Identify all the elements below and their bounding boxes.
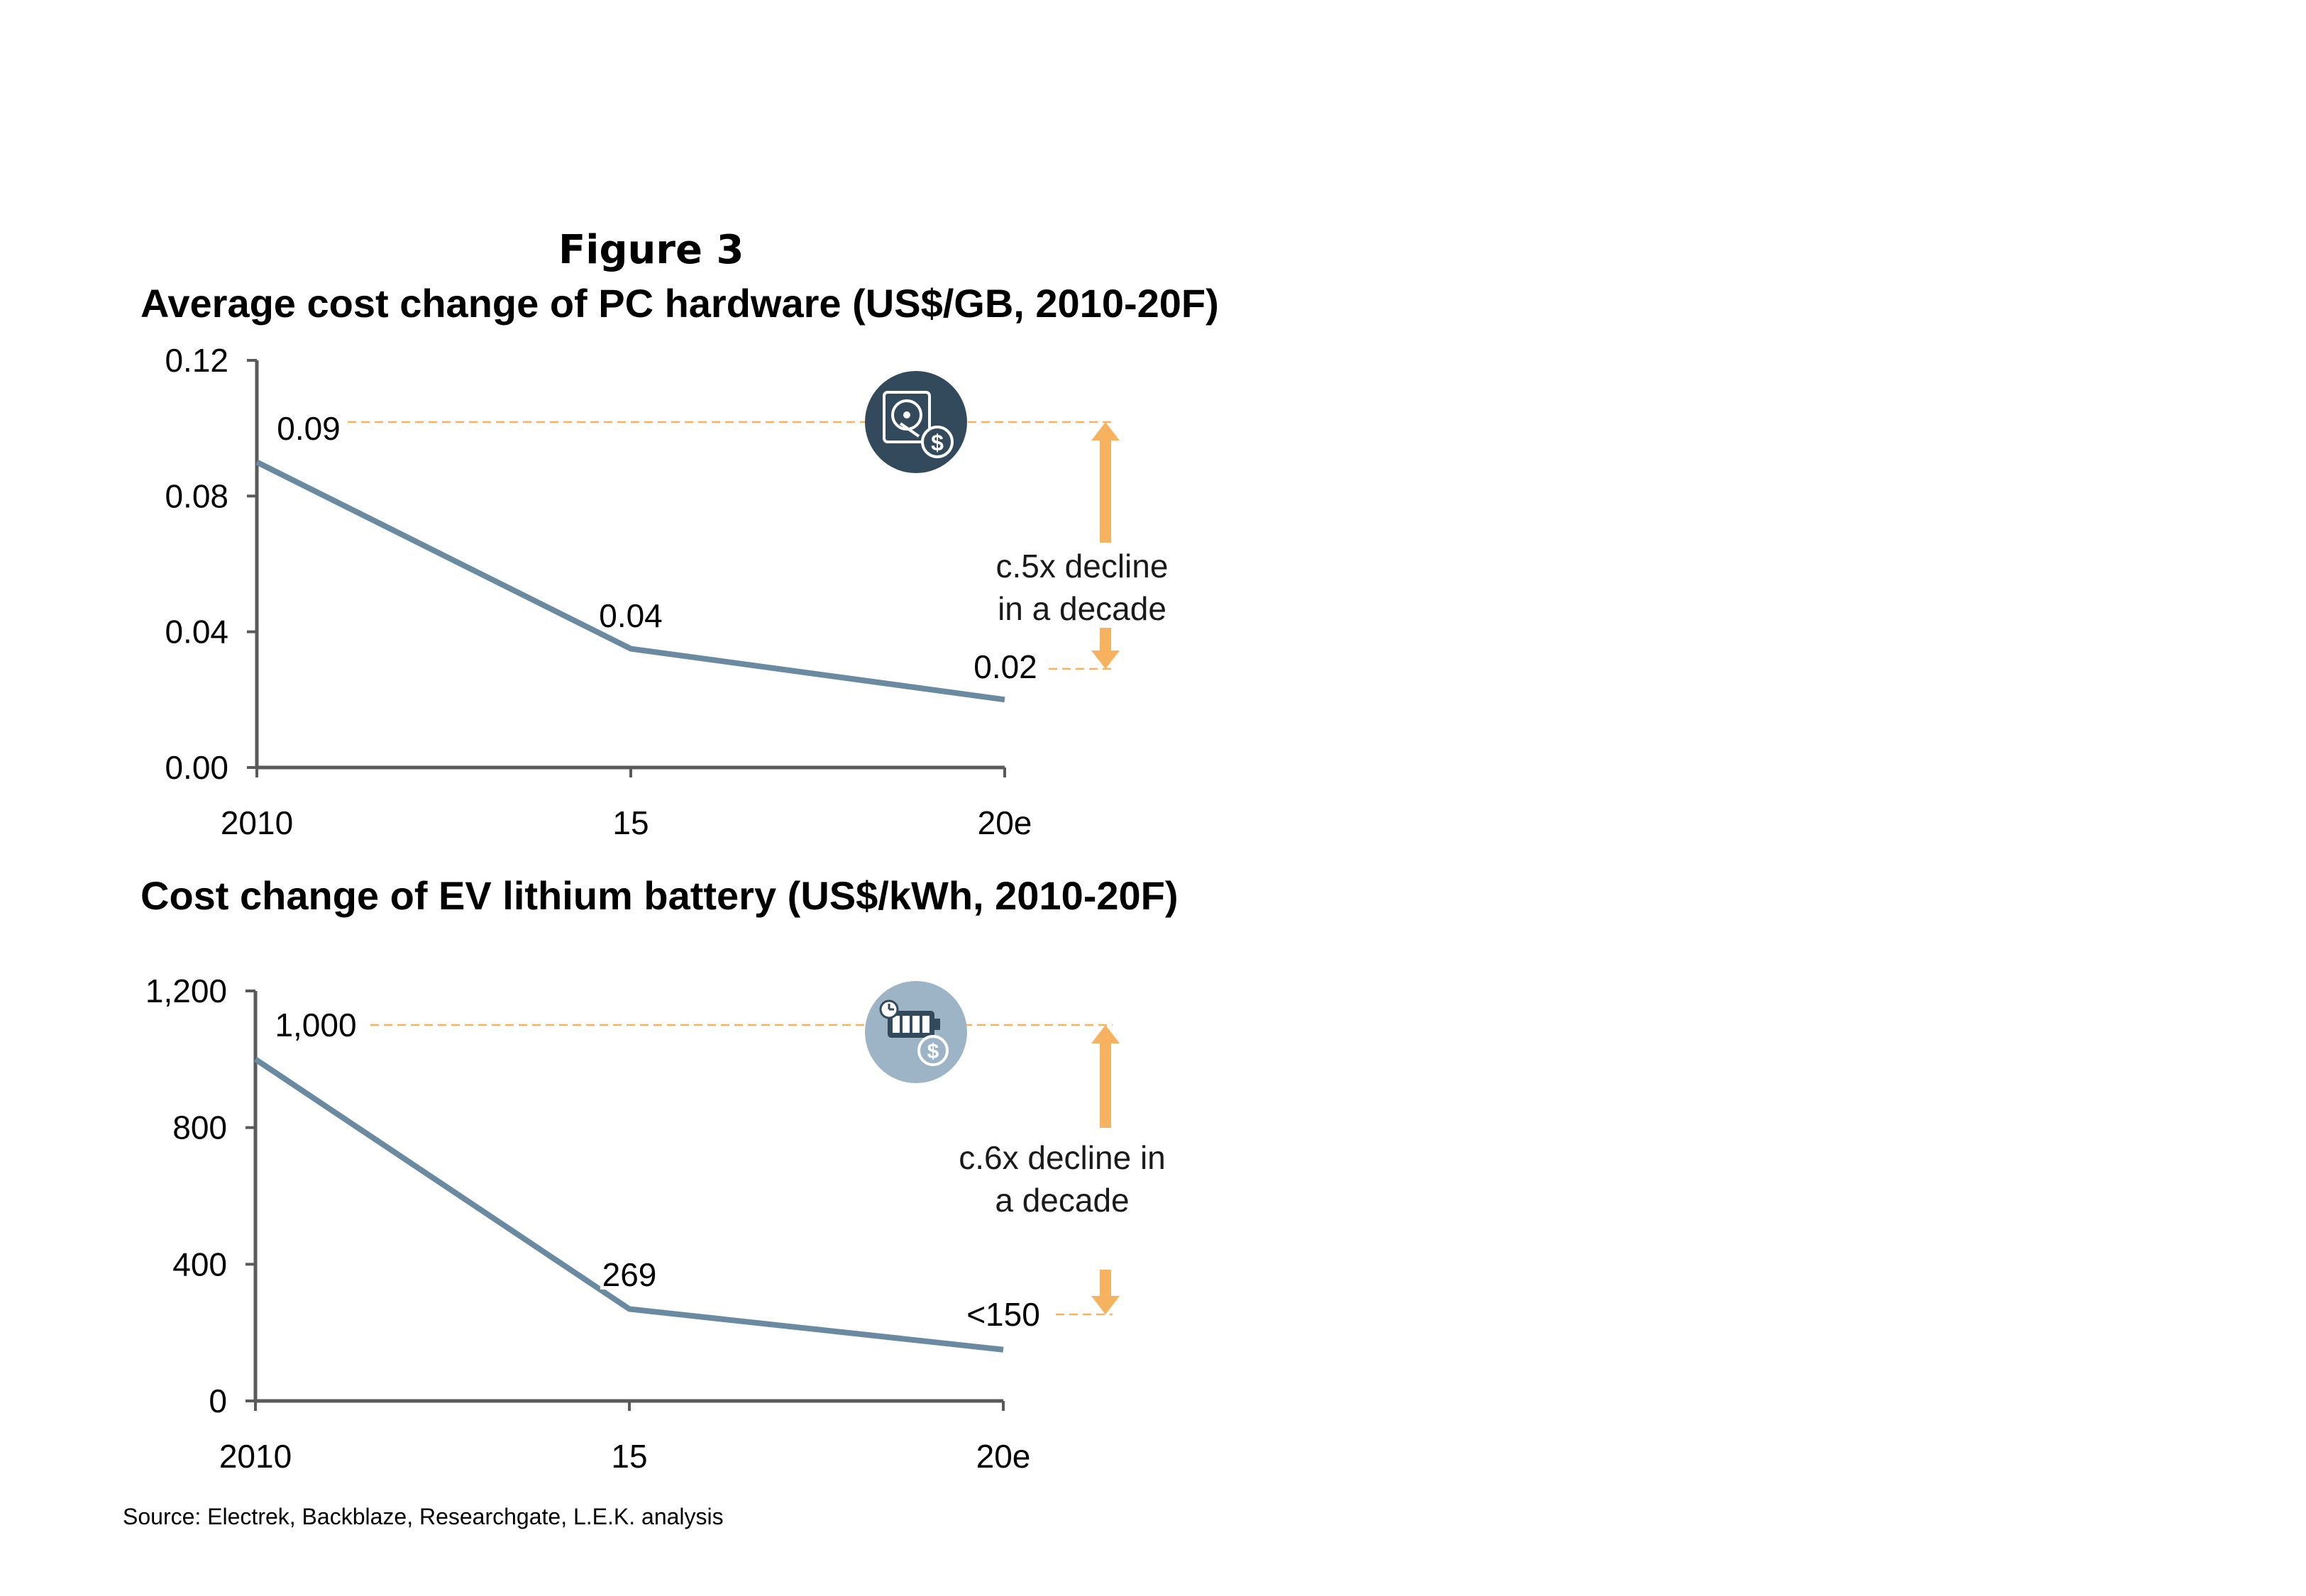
decline-annotation: a decade — [995, 1182, 1129, 1219]
data-label: 0.02 — [973, 648, 1037, 685]
drive-body — [883, 391, 931, 443]
chart-1-title: Average cost change of PC hardware (US$/… — [140, 281, 1219, 326]
battery-cell — [893, 1016, 900, 1033]
battery-cost-icon: $ — [865, 981, 967, 1083]
x-tick-label: 20e — [976, 1438, 1031, 1475]
series-line — [253, 1057, 1004, 1353]
drive-spindle — [903, 411, 910, 419]
data-label: 1,000 — [275, 1007, 356, 1043]
x-tick-label: 15 — [612, 804, 649, 841]
y-tick-label: 0 — [209, 1382, 227, 1419]
drive-arm — [899, 422, 920, 438]
source-note: Source: Electrek, Backblaze, Researchgat… — [123, 1504, 724, 1529]
arrow-head-up — [1091, 422, 1120, 440]
battery-cell — [912, 1016, 920, 1033]
x-tick-label: 15 — [611, 1438, 647, 1475]
dollar-coin — [921, 426, 954, 458]
dollar-sign: $ — [927, 1040, 939, 1063]
chart-1: 0.00 0.04 0.08 0.12 2010 15 20e 0.09 0.04 0.02 c.5… — [165, 342, 1168, 841]
x-tick-label: 2010 — [221, 804, 293, 841]
dollar-coin — [917, 1035, 949, 1066]
battery-terminal — [934, 1019, 940, 1030]
series-line — [255, 459, 1005, 703]
data-label: 0.04 — [599, 597, 663, 634]
chart-2-title: Cost change of EV lithium battery (US$/k… — [140, 873, 1179, 918]
chart-2: 0 400 800 1,200 2010 15 20e 1,000 269 <150 c.6x de… — [145, 972, 1166, 1475]
hard-drive-cost-icon: $ — [865, 371, 967, 473]
battery-cell — [903, 1016, 910, 1033]
x-tick-label: 20e — [978, 804, 1032, 841]
decline-annotation: c.6x decline in — [959, 1139, 1166, 1176]
y-tick-label: 1,200 — [145, 972, 227, 1009]
data-label: 269 — [602, 1256, 657, 1293]
dollar-sign: $ — [931, 430, 944, 455]
y-tick-label: 800 — [172, 1109, 227, 1146]
data-label: <150 — [966, 1296, 1040, 1333]
y-tick-label: 0.04 — [165, 614, 228, 650]
figure-label: Figure 3 — [558, 227, 744, 273]
battery-cell — [922, 1016, 929, 1033]
arrow-head-down — [1091, 650, 1120, 669]
decline-annotation: c.5x decline — [996, 548, 1169, 584]
data-label: 0.09 — [277, 410, 341, 447]
decline-annotation: in a decade — [998, 590, 1166, 627]
icon-disc — [865, 371, 967, 473]
y-tick-label: 0.12 — [165, 342, 228, 379]
arrow-head-up — [1091, 1025, 1120, 1043]
x-tick-label: 2010 — [219, 1438, 292, 1475]
clock-hands — [888, 1004, 894, 1011]
arrow-head-down — [1091, 1296, 1120, 1314]
y-tick-label: 0.08 — [165, 477, 228, 514]
y-tick-label: 0.00 — [165, 749, 228, 786]
y-tick-label: 400 — [172, 1246, 227, 1282]
